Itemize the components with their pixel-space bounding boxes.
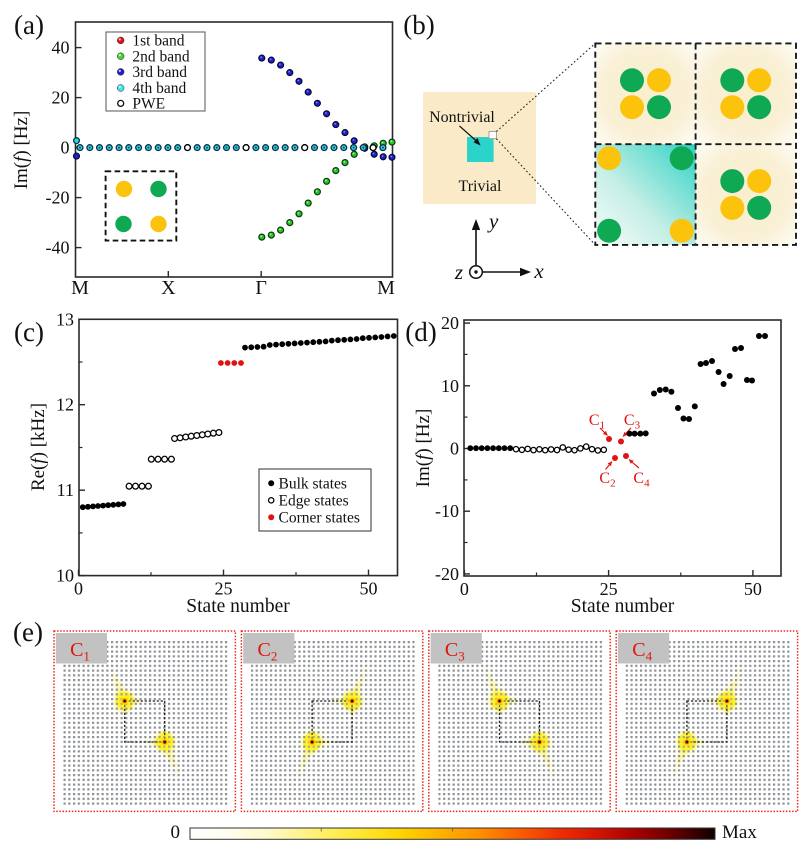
svg-text:0: 0 — [61, 138, 70, 158]
svg-text:M: M — [71, 277, 89, 299]
svg-text:50: 50 — [744, 579, 762, 599]
svg-text:Trivial: Trivial — [459, 178, 503, 195]
svg-text:Im(f) [Hz]: Im(f) [Hz] — [413, 409, 434, 488]
svg-text:4th band: 4th band — [132, 80, 186, 97]
svg-text:(e): (e) — [13, 617, 43, 647]
svg-text:0: 0 — [460, 579, 469, 599]
svg-text:20: 20 — [441, 313, 459, 333]
svg-text:M: M — [377, 277, 395, 299]
svg-text:y: y — [487, 209, 499, 233]
svg-text:(d): (d) — [405, 317, 436, 347]
svg-text:50: 50 — [360, 579, 378, 599]
svg-text:PWE: PWE — [132, 96, 165, 113]
svg-text:12: 12 — [56, 395, 74, 415]
svg-text:Nontrivial: Nontrivial — [429, 109, 495, 126]
svg-text:0: 0 — [450, 439, 459, 459]
svg-text:0: 0 — [74, 579, 83, 599]
svg-text:(a): (a) — [14, 10, 44, 40]
svg-text:Max: Max — [722, 822, 757, 843]
svg-text:X: X — [161, 277, 176, 299]
svg-text:0: 0 — [171, 822, 181, 843]
svg-text:x: x — [533, 259, 544, 283]
svg-text:-20: -20 — [435, 564, 459, 584]
svg-text:Corner states: Corner states — [279, 509, 360, 526]
svg-text:State number: State number — [186, 596, 290, 617]
svg-text:10: 10 — [56, 566, 74, 586]
svg-text:State number: State number — [571, 596, 675, 617]
svg-text:40: 40 — [52, 38, 70, 58]
svg-text:3rd band: 3rd band — [132, 64, 187, 81]
svg-text:Edge states: Edge states — [279, 493, 349, 510]
svg-text:20: 20 — [52, 88, 70, 108]
svg-text:13: 13 — [56, 309, 74, 329]
svg-text:-40: -40 — [46, 238, 70, 258]
svg-text:(c): (c) — [14, 317, 44, 347]
svg-text:Re(f) [kHz]: Re(f) [kHz] — [28, 403, 49, 491]
svg-text:-10: -10 — [435, 501, 459, 521]
svg-text:Im(f) [Hz]: Im(f) [Hz] — [11, 111, 32, 190]
svg-text:z: z — [454, 260, 463, 284]
svg-text:2nd band: 2nd band — [132, 48, 190, 65]
svg-text:Γ: Γ — [255, 277, 267, 299]
svg-text:1st band: 1st band — [132, 33, 184, 50]
svg-text:10: 10 — [441, 376, 459, 396]
svg-text:Bulk states: Bulk states — [279, 476, 347, 493]
svg-text:11: 11 — [57, 480, 74, 500]
svg-text:(b): (b) — [403, 10, 434, 40]
svg-text:25: 25 — [600, 579, 618, 599]
svg-text:25: 25 — [215, 579, 233, 599]
svg-text:-20: -20 — [46, 188, 70, 208]
